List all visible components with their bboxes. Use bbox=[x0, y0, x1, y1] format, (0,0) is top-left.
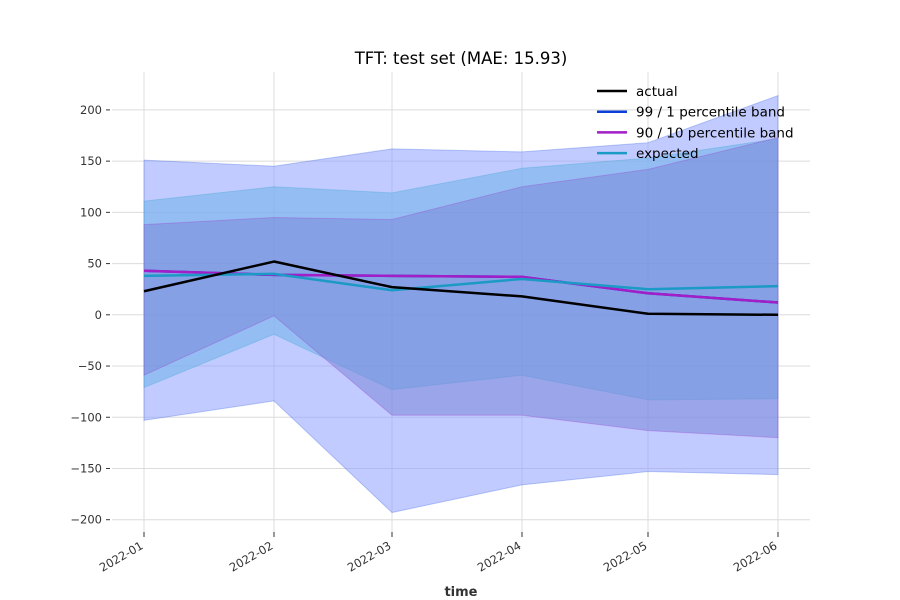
x-axis-label: time bbox=[444, 585, 477, 600]
y-tick-label: 50 bbox=[87, 257, 102, 271]
series-lines bbox=[143, 260, 779, 317]
legend: actual 99 / 1 percentile band 90 / 10 perc… bbox=[597, 84, 794, 162]
y-tick-label: −50 bbox=[78, 359, 102, 373]
legend-90-10-label: 90 / 10 percentile band bbox=[636, 125, 794, 141]
x-tick-label: 2022-04 bbox=[475, 538, 524, 574]
band-expected bbox=[143, 136, 779, 439]
y-tick-label: 0 bbox=[95, 308, 102, 322]
legend-99-1-label: 99 / 1 percentile band bbox=[636, 105, 785, 121]
x-axis: 2022-01 2022-02 2022-03 2022-04 2022-05 2022-… bbox=[97, 532, 780, 575]
y-axis: −200 −150 −100 −50 0 50 100 150 200 bbox=[70, 103, 110, 527]
x-tick-label: 2022-03 bbox=[345, 538, 394, 574]
y-tick-label: 150 bbox=[80, 154, 102, 168]
line-expected bbox=[143, 272, 779, 292]
legend-actual-label: actual bbox=[636, 84, 678, 100]
y-tick-label: 100 bbox=[80, 205, 102, 219]
legend-expected-label: expected bbox=[636, 146, 699, 162]
y-tick-label: −100 bbox=[70, 410, 102, 424]
bands bbox=[143, 94, 779, 514]
x-tick-label: 2022-01 bbox=[97, 538, 146, 574]
x-tick-label: 2022-05 bbox=[601, 538, 650, 574]
x-tick-label: 2022-06 bbox=[731, 538, 780, 574]
chart-title: TFT: test set (MAE: 15.93) bbox=[354, 49, 568, 68]
y-tick-label: 200 bbox=[80, 103, 102, 117]
y-tick-label: −200 bbox=[70, 513, 102, 527]
y-tick-label: −150 bbox=[70, 461, 102, 475]
line-actual bbox=[143, 260, 779, 317]
x-tick-label: 2022-02 bbox=[227, 538, 276, 574]
